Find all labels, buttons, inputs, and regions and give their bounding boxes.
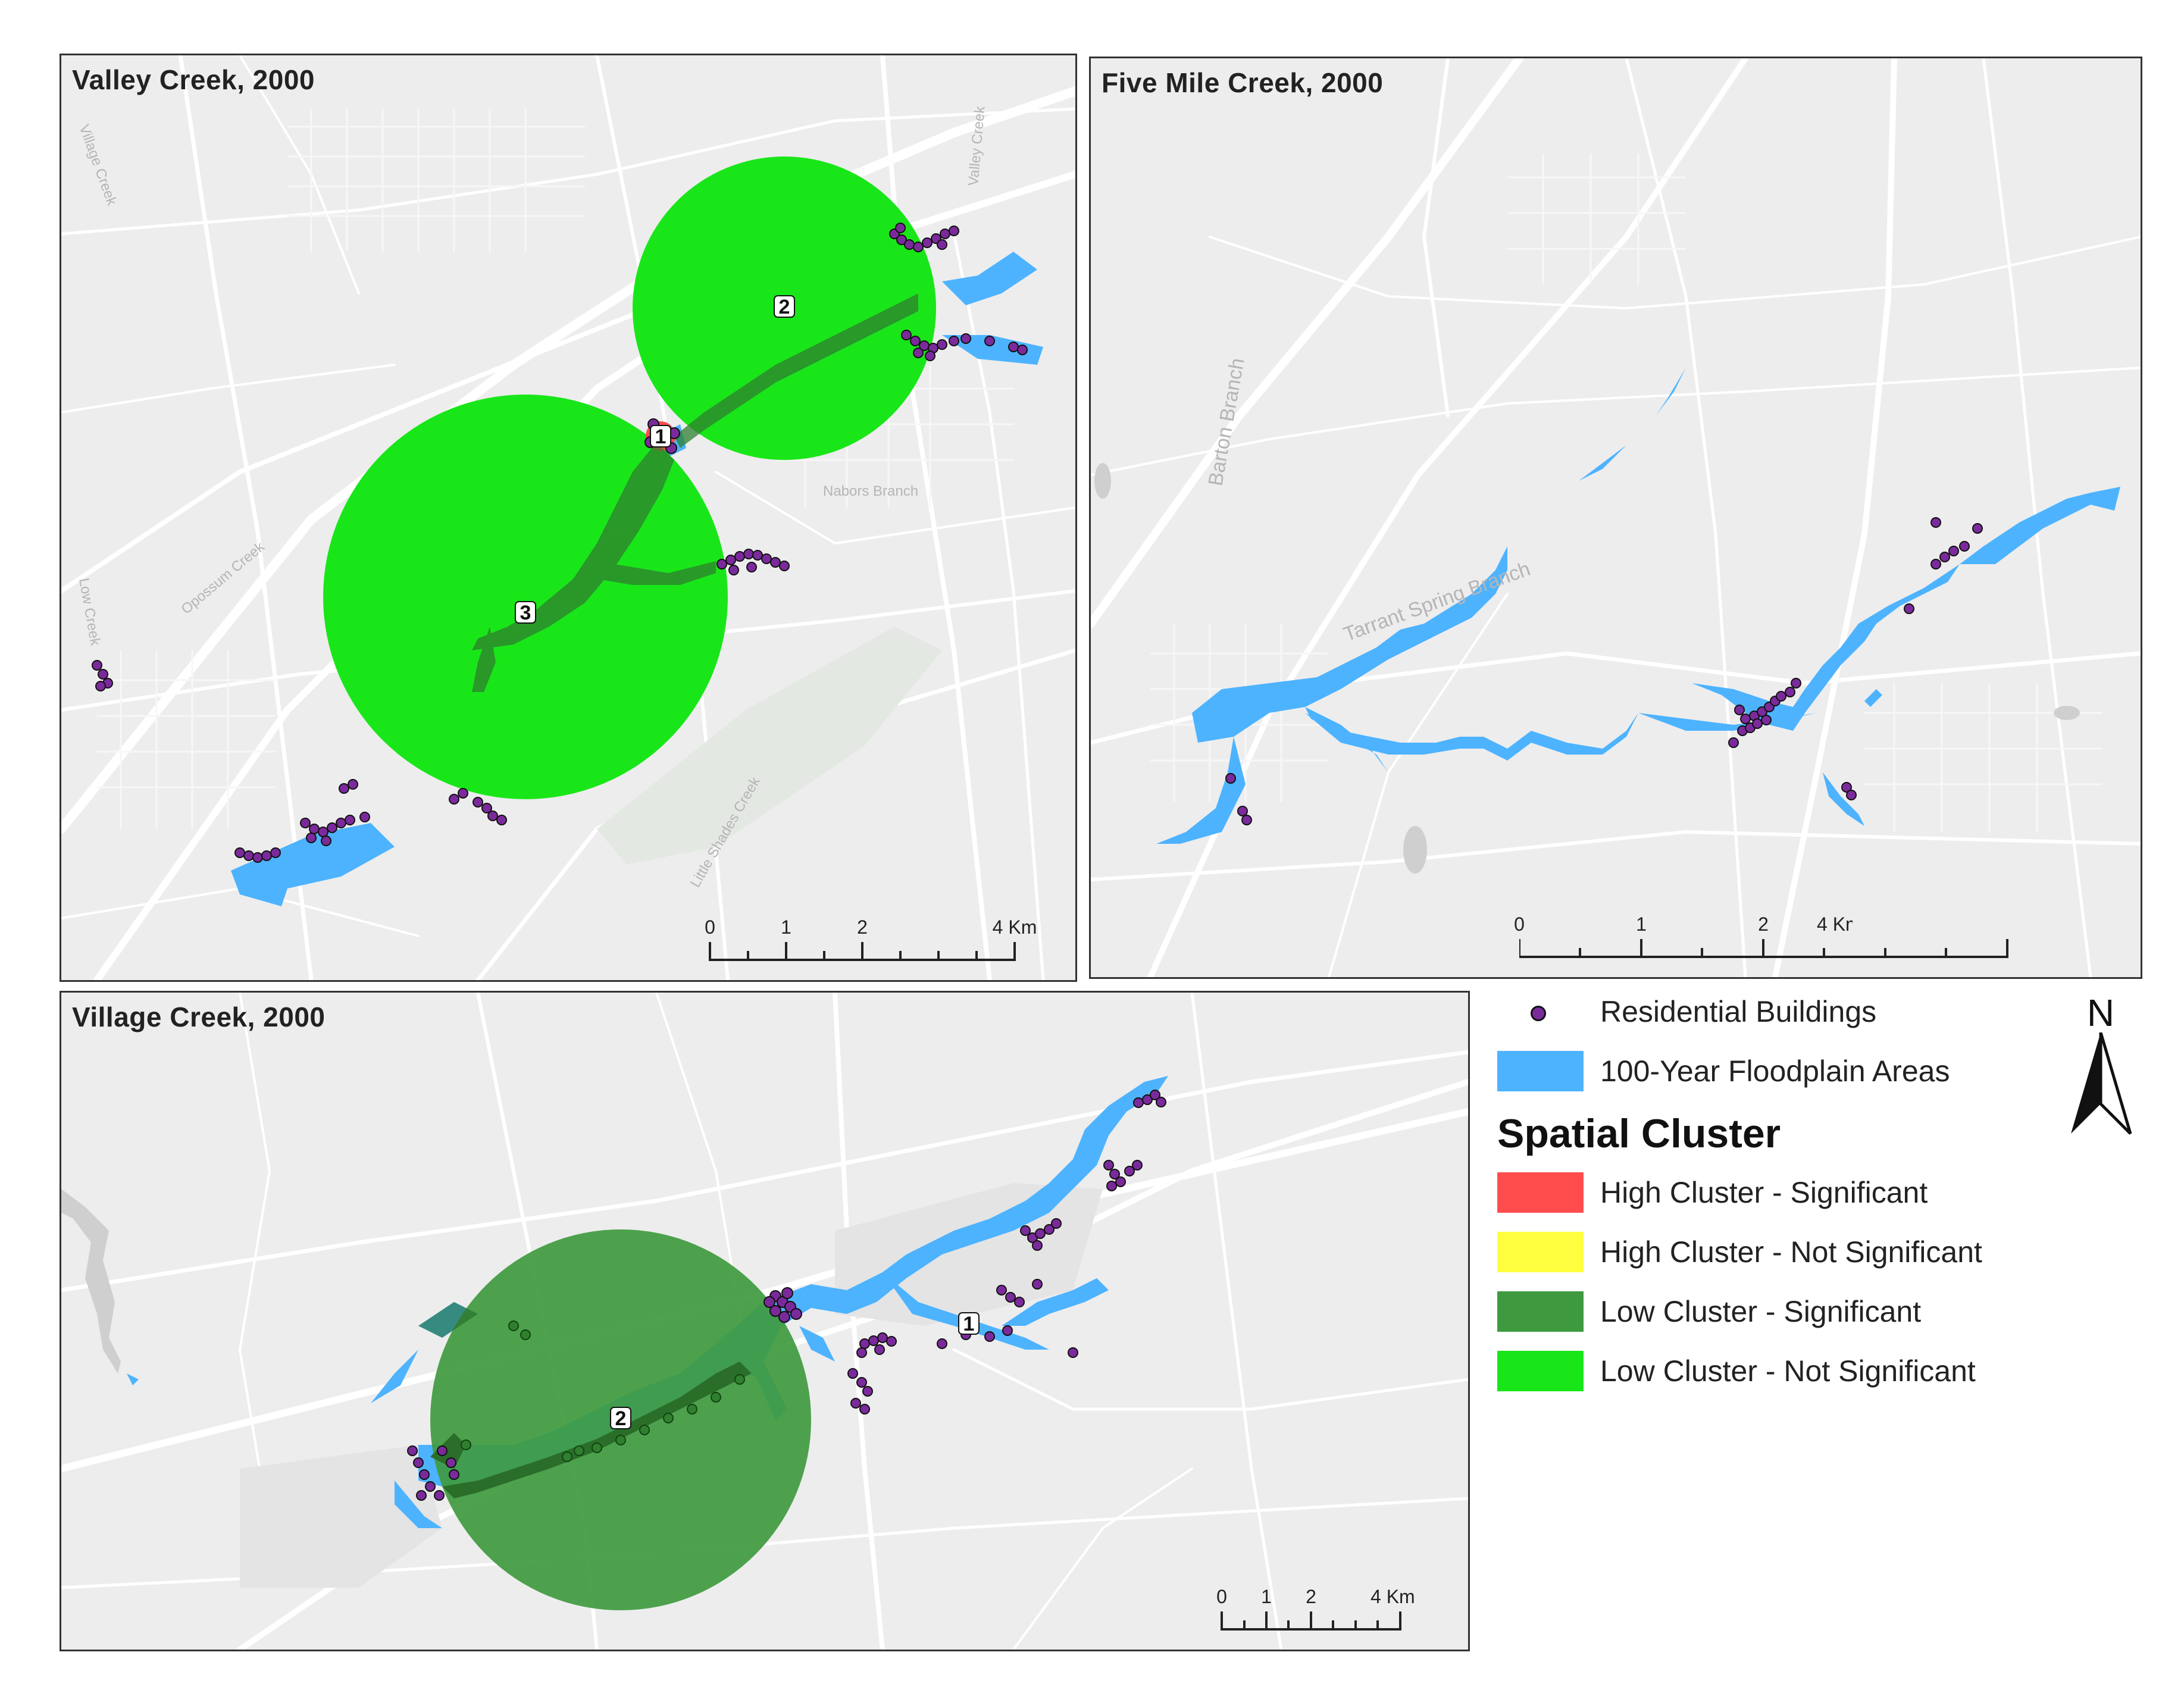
floodplain-areas [1156, 368, 2120, 844]
map-legend: Residential Buildings 100-Year Floodplai… [1488, 982, 2172, 1401]
map-panel-valley-creek: Opossum Creek Valley Creek Nabors Branch… [60, 54, 1077, 982]
scale-bar-fivemile-ruler [1519, 939, 2008, 958]
panel-title-five-mile-creek: Five Mile Creek, 2000 [1102, 67, 1384, 98]
residential-buildings [407, 1090, 1166, 1501]
residential-buildings [92, 223, 1028, 863]
scale-tick-0: 0 [1514, 913, 1525, 935]
map-panel-village-creek: 2 1 Village Creek, 2000 0 1 2 4 Km [60, 991, 1470, 1651]
legend-swatch-high-not-significant [1497, 1232, 1584, 1272]
park-area [597, 627, 942, 865]
legend-label-low-significant: Low Cluster - Significant [1600, 1295, 1922, 1328]
scale-tick-0: 0 [1216, 1586, 1227, 1607]
creek-corridor [418, 1302, 752, 1498]
north-arrow-icon: N [2059, 991, 2142, 1146]
cluster-label-1: 1 [655, 425, 667, 448]
scale-tick-1: 1 [1636, 913, 1647, 935]
legend-label-high-significant: High Cluster - Significant [1600, 1176, 1928, 1209]
cluster-label-2: 2 [615, 1407, 627, 1430]
legend-row-high-significant: High Cluster - Significant [1488, 1163, 2172, 1222]
scale-tick-4km: 4 Km [1371, 1586, 1415, 1607]
north-arrow-glyph-icon [2071, 1032, 2132, 1135]
cluster-buildings [461, 1320, 745, 1462]
legend-swatch-floodplain [1497, 1051, 1584, 1091]
lake [61, 1189, 121, 1373]
scale-bar-village: 0 1 2 4 Km [1216, 1586, 1415, 1631]
scale-tick-2: 2 [857, 916, 868, 938]
legend-swatch-high-significant [1497, 1172, 1584, 1213]
five-mile-creek-map: Barton Branch Tarrant Spring Branch [1091, 58, 2141, 977]
legend-swatch-buildings [1497, 991, 1584, 1032]
cluster-label-2: 2 [779, 296, 790, 318]
legend-swatch-low-significant [1497, 1291, 1584, 1332]
legend-heading-spatial-cluster: Spatial Cluster [1497, 1111, 1781, 1156]
scale-tick-1: 1 [781, 916, 791, 938]
small-lakes [1094, 463, 2080, 874]
label-nabors-branch: Nabors Branch [823, 483, 918, 499]
scale-tick-1: 1 [1261, 1586, 1272, 1607]
scale-tick-0: 0 [705, 916, 715, 938]
legend-swatch-low-not-significant [1497, 1351, 1584, 1391]
map-panel-five-mile-creek: Barton Branch Tarrant Spring Branch Five… [1089, 57, 2142, 979]
scale-tick-4km: 4 Km [993, 916, 1037, 938]
legend-label-low-not-significant: Low Cluster - Not Significant [1600, 1354, 1976, 1388]
scale-bar-valley: 0 1 2 4 Km [705, 916, 1037, 961]
legend-row-buildings: Residential Buildings [1488, 982, 2172, 1041]
scale-tick-2: 2 [1306, 1586, 1316, 1607]
legend-label-buildings: Residential Buildings [1600, 995, 1877, 1028]
scale-tick-4km: 4 Km [1817, 913, 1853, 935]
creek-corridor [472, 293, 918, 692]
legend-row-low-not-significant: Low Cluster - Not Significant [1488, 1341, 2172, 1401]
panel-title-village-creek: Village Creek, 2000 [72, 1002, 326, 1032]
legend-label-floodplain: 100-Year Floodplain Areas [1600, 1054, 1950, 1088]
cluster-labels: 1 2 3 [515, 295, 795, 624]
legend-row-low-significant: Low Cluster - Significant [1488, 1282, 2172, 1341]
north-arrow-letter: N [2086, 991, 2115, 1034]
village-creek-map: 2 1 [61, 993, 1468, 1650]
valley-creek-map: Opossum Creek Valley Creek Nabors Branch… [61, 55, 1075, 980]
legend-label-high-not-significant: High Cluster - Not Significant [1600, 1235, 1982, 1269]
cluster-labels: 2 1 [610, 1312, 980, 1430]
cluster-label-3: 3 [520, 602, 531, 624]
legend-row-floodplain: 100-Year Floodplain Areas [1488, 1041, 2172, 1101]
residential-buildings [1225, 517, 1983, 825]
legend-row-high-not-significant: High Cluster - Not Significant [1488, 1222, 2172, 1282]
scale-tick-2: 2 [1758, 913, 1769, 935]
panel-title-valley-creek: Valley Creek, 2000 [72, 64, 315, 95]
cluster-label-1: 1 [963, 1313, 975, 1335]
